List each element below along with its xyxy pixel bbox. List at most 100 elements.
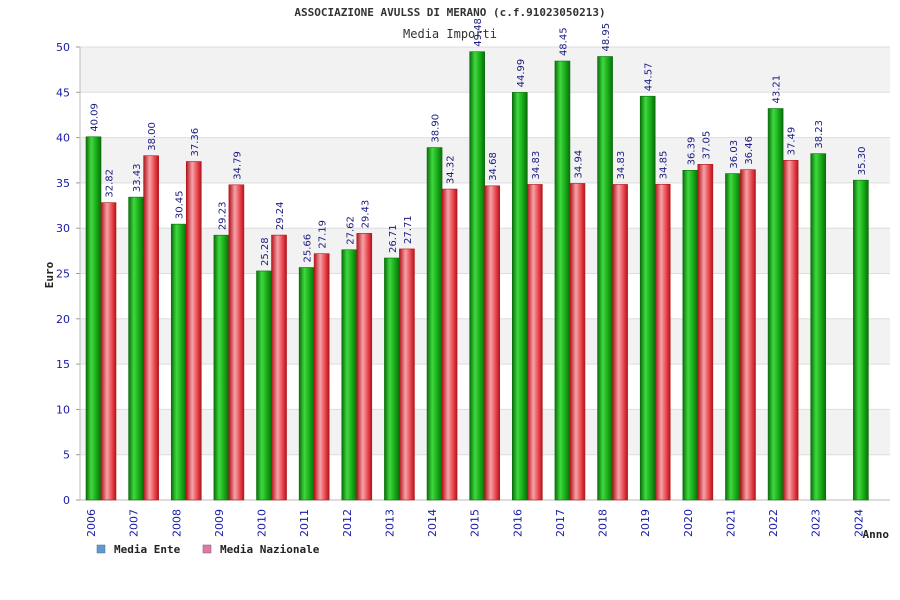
bar-media-ente bbox=[554, 60, 571, 501]
data-label: 44.99 bbox=[516, 59, 527, 88]
data-label: 38.00 bbox=[147, 122, 158, 151]
bar-media-ente bbox=[170, 223, 187, 501]
bar-media-nazionale bbox=[484, 185, 500, 501]
bar-media-nazionale bbox=[612, 184, 628, 501]
data-label: 34.94 bbox=[573, 150, 584, 179]
y-tick-label: 30 bbox=[56, 222, 70, 235]
bar-media-nazionale bbox=[100, 202, 117, 501]
y-tick-label: 35 bbox=[56, 177, 70, 190]
data-label: 34.85 bbox=[659, 151, 670, 180]
data-label: 36.03 bbox=[729, 140, 740, 169]
x-axis-ticks: 2006 2007 2008 2009 2010 2011 2012 2013 2014 2015… bbox=[85, 509, 865, 537]
bar-media-ente bbox=[128, 196, 144, 501]
data-label: 43.21 bbox=[772, 75, 783, 104]
legend-swatch-media-ente bbox=[96, 544, 106, 554]
data-label: 25.28 bbox=[260, 237, 271, 266]
x-tick-label: 2023 bbox=[810, 509, 823, 537]
data-label: 37.36 bbox=[190, 128, 201, 157]
bar-media-ente bbox=[85, 136, 102, 501]
data-label: 36.39 bbox=[686, 137, 697, 166]
bar-media-ente bbox=[469, 51, 485, 501]
y-axis-label: Euro bbox=[43, 261, 56, 288]
bar-media-nazionale bbox=[654, 183, 671, 501]
bar-media-nazionale bbox=[356, 233, 373, 501]
x-tick-label: 2018 bbox=[597, 509, 610, 537]
data-label: 37.05 bbox=[701, 131, 712, 160]
bar-media-ente bbox=[767, 108, 784, 501]
x-tick-label: 2010 bbox=[256, 509, 269, 537]
x-tick-label: 2015 bbox=[469, 509, 482, 537]
data-label: 34.83 bbox=[616, 151, 627, 180]
x-tick-label: 2016 bbox=[511, 509, 524, 537]
data-label: 27.62 bbox=[345, 216, 356, 245]
data-label: 40.09 bbox=[90, 103, 101, 132]
legend: Media Ente Media Nazionale bbox=[96, 543, 320, 556]
x-tick-label: 2017 bbox=[554, 509, 567, 537]
bar-media-ente bbox=[298, 267, 315, 501]
data-label: 35.30 bbox=[857, 147, 868, 176]
data-label: 49.48 bbox=[473, 18, 484, 47]
data-label: 34.32 bbox=[446, 155, 457, 184]
legend-label-media-nazionale: Media Nazionale bbox=[220, 543, 320, 556]
x-tick-label: 2009 bbox=[213, 509, 226, 537]
x-axis-label: Anno bbox=[863, 528, 890, 541]
data-label: 34.79 bbox=[232, 151, 243, 180]
bar-media-nazionale bbox=[313, 253, 330, 501]
x-tick-label: 2019 bbox=[639, 509, 652, 537]
x-tick-label: 2020 bbox=[682, 509, 695, 537]
bar-media-ente bbox=[725, 173, 741, 501]
bar-media-nazionale bbox=[143, 155, 159, 501]
y-tick-label: 45 bbox=[56, 86, 70, 99]
bar-media-ente bbox=[597, 56, 613, 501]
x-tick-label: 2024 bbox=[852, 509, 865, 537]
bar-media-nazionale bbox=[527, 184, 543, 501]
legend-label-media-ente: Media Ente bbox=[114, 543, 181, 556]
bar-media-ente bbox=[384, 257, 400, 501]
data-label: 29.43 bbox=[360, 200, 371, 229]
data-label: 27.71 bbox=[403, 215, 414, 244]
bar-media-nazionale bbox=[185, 161, 202, 501]
x-tick-label: 2006 bbox=[85, 509, 98, 537]
chart-title: ASSOCIAZIONE AVULSS DI MERANO (c.f.91023… bbox=[294, 6, 605, 19]
data-label: 48.45 bbox=[558, 27, 569, 56]
plot-band bbox=[80, 47, 890, 93]
data-label: 29.24 bbox=[275, 201, 286, 230]
y-tick-label: 20 bbox=[56, 313, 70, 326]
bar-media-nazionale bbox=[782, 160, 799, 501]
x-tick-label: 2007 bbox=[128, 509, 141, 537]
x-tick-label: 2011 bbox=[298, 509, 311, 537]
bar-media-nazionale bbox=[228, 184, 245, 501]
data-label: 38.23 bbox=[814, 120, 825, 149]
plot-band bbox=[80, 92, 890, 138]
y-tick-label: 50 bbox=[56, 41, 70, 54]
value-labels: 40.09 32.82 33.43 38.00 30.45 37.36 29.23 34.79… bbox=[90, 18, 868, 266]
y-tick-label: 15 bbox=[56, 358, 70, 371]
y-tick-label: 40 bbox=[56, 132, 70, 145]
bar-media-ente bbox=[256, 270, 272, 501]
bar-media-nazionale bbox=[399, 248, 415, 501]
bar-media-nazionale bbox=[740, 169, 756, 501]
bar-media-ente bbox=[341, 249, 358, 501]
bar-media-nazionale bbox=[569, 183, 586, 501]
data-label: 27.19 bbox=[318, 220, 329, 249]
bar-media-ente bbox=[682, 170, 699, 501]
bar-media-ente bbox=[512, 92, 528, 501]
data-label: 34.68 bbox=[488, 152, 499, 181]
bar-media-nazionale bbox=[697, 164, 714, 501]
x-tick-label: 2014 bbox=[426, 509, 439, 537]
data-label: 29.23 bbox=[217, 202, 228, 231]
y-axis-ticks: 0 5 10 15 20 25 30 35 40 45 50 bbox=[56, 41, 70, 507]
y-tick-label: 5 bbox=[63, 449, 70, 462]
y-tick-label: 25 bbox=[56, 268, 70, 281]
x-tick-label: 2008 bbox=[170, 509, 183, 537]
x-tick-label: 2022 bbox=[767, 509, 780, 537]
data-label: 32.82 bbox=[105, 169, 116, 198]
bar-media-ente bbox=[853, 179, 869, 501]
bar-media-nazionale bbox=[271, 234, 287, 501]
bar-media-nazionale bbox=[441, 188, 458, 501]
data-label: 44.57 bbox=[644, 63, 655, 92]
y-tick-label: 0 bbox=[63, 494, 70, 507]
bar-media-ente bbox=[810, 153, 827, 501]
data-label: 38.90 bbox=[431, 114, 442, 143]
